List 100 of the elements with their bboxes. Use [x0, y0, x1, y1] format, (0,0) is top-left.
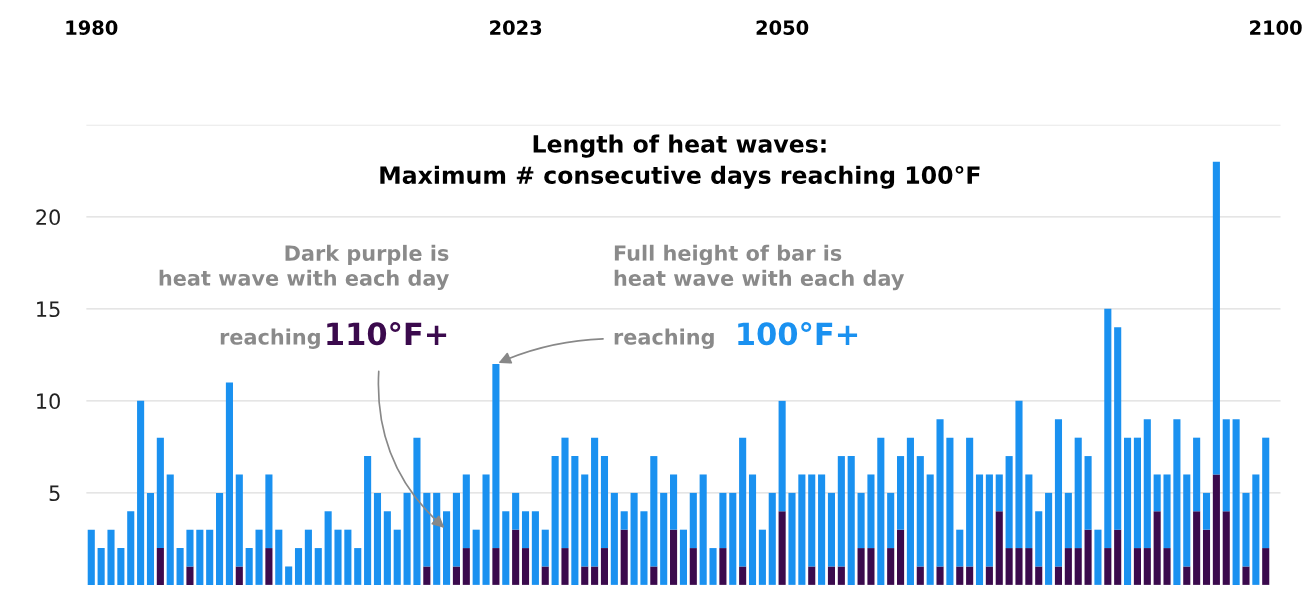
- bar: [995, 511, 1003, 585]
- bar: [1183, 566, 1191, 585]
- bar: [521, 511, 530, 549]
- bar: [1193, 437, 1201, 512]
- bar: [452, 566, 460, 585]
- bar: [897, 529, 905, 585]
- bar: [837, 566, 845, 585]
- bar: [591, 566, 599, 585]
- bar: [956, 529, 964, 567]
- bar: [304, 529, 312, 585]
- bar: [1064, 492, 1072, 549]
- bar: [985, 474, 993, 567]
- bar: [561, 437, 569, 549]
- bar: [748, 474, 757, 585]
- bar: [709, 548, 717, 585]
- bar: [1143, 419, 1151, 549]
- annotation: Dark purple is heat wave with each day: [159, 244, 449, 291]
- y-tick-label: 10: [37, 393, 60, 410]
- bar: [1104, 548, 1112, 585]
- bar: [729, 492, 737, 585]
- bar: [1025, 548, 1033, 585]
- bar: [1222, 419, 1230, 512]
- y-tick-label: 20: [36, 209, 60, 226]
- bar: [1222, 511, 1230, 585]
- bar: [847, 456, 855, 585]
- bar: [443, 511, 451, 585]
- bar: [867, 548, 875, 585]
- bar: [225, 382, 233, 585]
- bar: [1124, 437, 1132, 585]
- bar: [1015, 548, 1023, 585]
- bar: [778, 511, 786, 585]
- bar: [798, 474, 806, 585]
- bar: [1074, 437, 1082, 549]
- bar: [650, 566, 658, 585]
- bar: [492, 364, 500, 549]
- bar: [1104, 308, 1112, 549]
- bar: [1163, 474, 1171, 549]
- bar: [1005, 548, 1013, 585]
- bar: [610, 492, 618, 585]
- bar: [472, 529, 480, 585]
- bar: [541, 529, 549, 567]
- bar: [739, 566, 747, 585]
- bar: [946, 437, 954, 585]
- bar: [452, 492, 460, 567]
- bar: [1074, 548, 1082, 585]
- bar: [699, 474, 707, 585]
- bar: [1202, 529, 1211, 585]
- bar: [1114, 327, 1122, 530]
- bar: [571, 456, 579, 585]
- bar: [146, 492, 155, 585]
- bar: [1054, 566, 1063, 585]
- bar: [808, 566, 816, 585]
- bar: [857, 548, 865, 585]
- bar: [1242, 492, 1250, 567]
- bar: [916, 456, 924, 567]
- bar: [364, 456, 372, 585]
- annotation: 110°F+: [327, 322, 447, 346]
- bar: [285, 566, 293, 585]
- bar: [827, 566, 836, 585]
- annotation: Full height of bar is heat wave with each day: [614, 244, 905, 291]
- annotation: reaching: [220, 328, 320, 349]
- bar: [1084, 456, 1092, 530]
- bar: [1183, 474, 1191, 567]
- bar: [1153, 474, 1161, 512]
- bar: [512, 492, 520, 530]
- bar: [995, 474, 1003, 512]
- bar: [176, 548, 184, 585]
- bar: [1054, 419, 1063, 567]
- bar: [314, 548, 322, 585]
- bar: [423, 566, 431, 585]
- bar: [1035, 566, 1043, 585]
- bar: [117, 548, 125, 585]
- bar: [887, 492, 895, 549]
- bar: [1094, 529, 1102, 585]
- bar: [403, 492, 411, 585]
- bar: [956, 566, 964, 585]
- bar: [1114, 529, 1122, 585]
- bar: [1173, 419, 1181, 585]
- bar: [600, 548, 609, 585]
- bar: [492, 548, 500, 585]
- bar: [1232, 419, 1240, 585]
- bar: [620, 529, 628, 585]
- bar: [561, 548, 569, 585]
- bar: [975, 474, 984, 585]
- bar: [1163, 548, 1171, 585]
- bar: [87, 529, 95, 585]
- x-tick-label: 2023: [490, 20, 542, 35]
- bar: [1133, 548, 1141, 585]
- bar: [591, 437, 599, 567]
- annotation: 100°F+: [738, 322, 858, 346]
- bar: [788, 492, 796, 585]
- bar: [1064, 548, 1072, 585]
- bar: [581, 566, 589, 585]
- bar: [127, 511, 135, 585]
- bar: [778, 400, 786, 512]
- bar: [926, 474, 934, 585]
- bar: [630, 492, 638, 585]
- bar: [324, 511, 332, 585]
- bar: [354, 548, 362, 585]
- bar: [1025, 474, 1033, 549]
